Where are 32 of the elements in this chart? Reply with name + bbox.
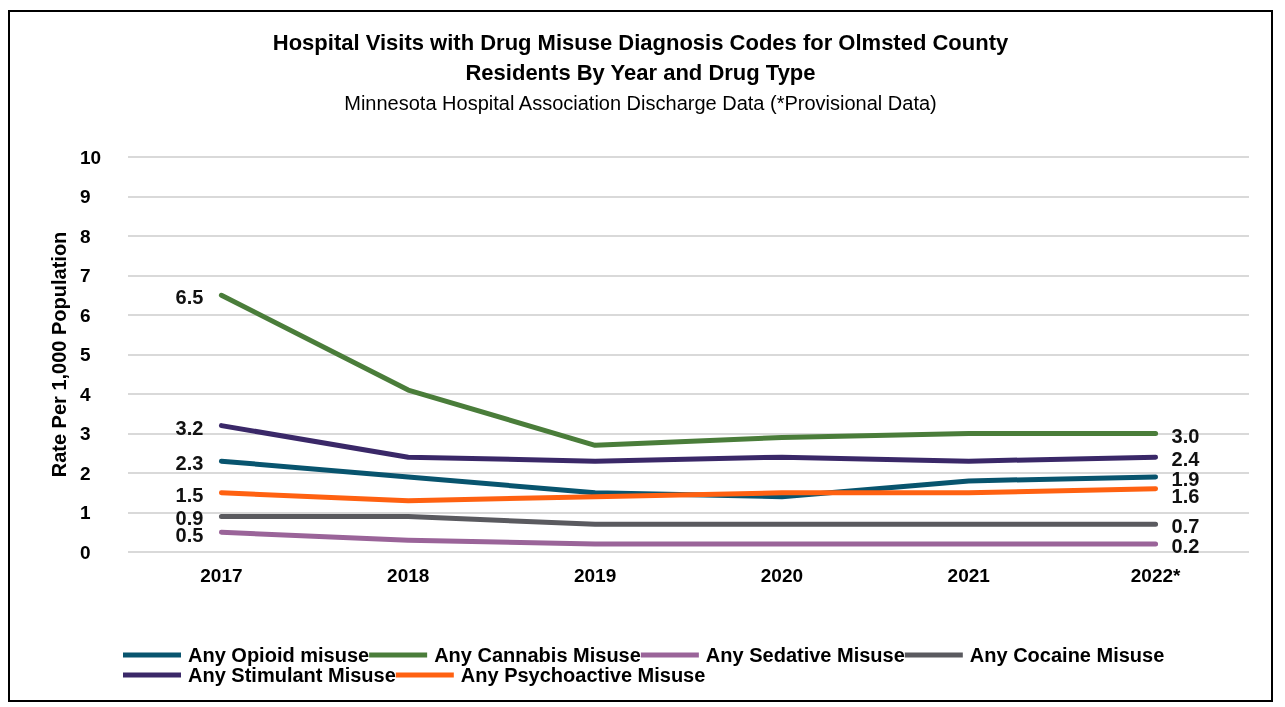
y-tick-label: 5 (80, 344, 91, 365)
legend-label: Any Cannabis Misuse (434, 644, 641, 666)
data-label: 0.2 (1171, 535, 1200, 558)
legend-label: Any Sedative Misuse (705, 644, 905, 666)
x-tick-label: 2018 (387, 565, 430, 586)
y-tick-label: 10 (80, 146, 102, 168)
y-tick-label: 2 (80, 462, 91, 484)
y-axis-title: Rate Per 1,000 Population (48, 231, 71, 478)
x-tick-label: 2020 (760, 565, 804, 586)
data-label: 2.3 (175, 452, 204, 475)
y-tick-label: 0 (80, 541, 91, 563)
x-tick-label: 2021 (947, 565, 991, 586)
y-tick-label: 3 (80, 423, 91, 444)
y-tick-label: 9 (80, 186, 91, 207)
y-tick-label: 7 (80, 265, 91, 286)
data-label: 1.5 (175, 483, 204, 506)
chart-title: Hospital Visits with Drug Misuse Diagnosis Codes for Olmsted County Residents By Year and Drug Type (272, 29, 1009, 85)
x-tick-label: 2022* (1130, 565, 1182, 586)
data-label: 3.2 (175, 416, 204, 439)
y-tick-label: 4 (80, 383, 91, 405)
y-tick-label: 8 (80, 225, 91, 247)
x-tick-label: 2019 (573, 565, 617, 586)
data-label: 3.0 (1171, 424, 1200, 447)
chart-subtitle: Minnesota Hospital Association Discharge Data (*Provisional Data) (344, 92, 937, 114)
legend-label: Any Opioid misuse (188, 644, 370, 666)
legend-label: Any Cocaine Misuse (969, 644, 1165, 666)
data-label: 0.7 (1171, 515, 1200, 538)
x-tick-label: 2017 (200, 565, 243, 586)
y-tick-label: 1 (80, 502, 91, 523)
data-label: 6.5 (175, 286, 204, 309)
data-label: 0.5 (175, 524, 204, 547)
y-tick-label: 6 (80, 304, 91, 326)
